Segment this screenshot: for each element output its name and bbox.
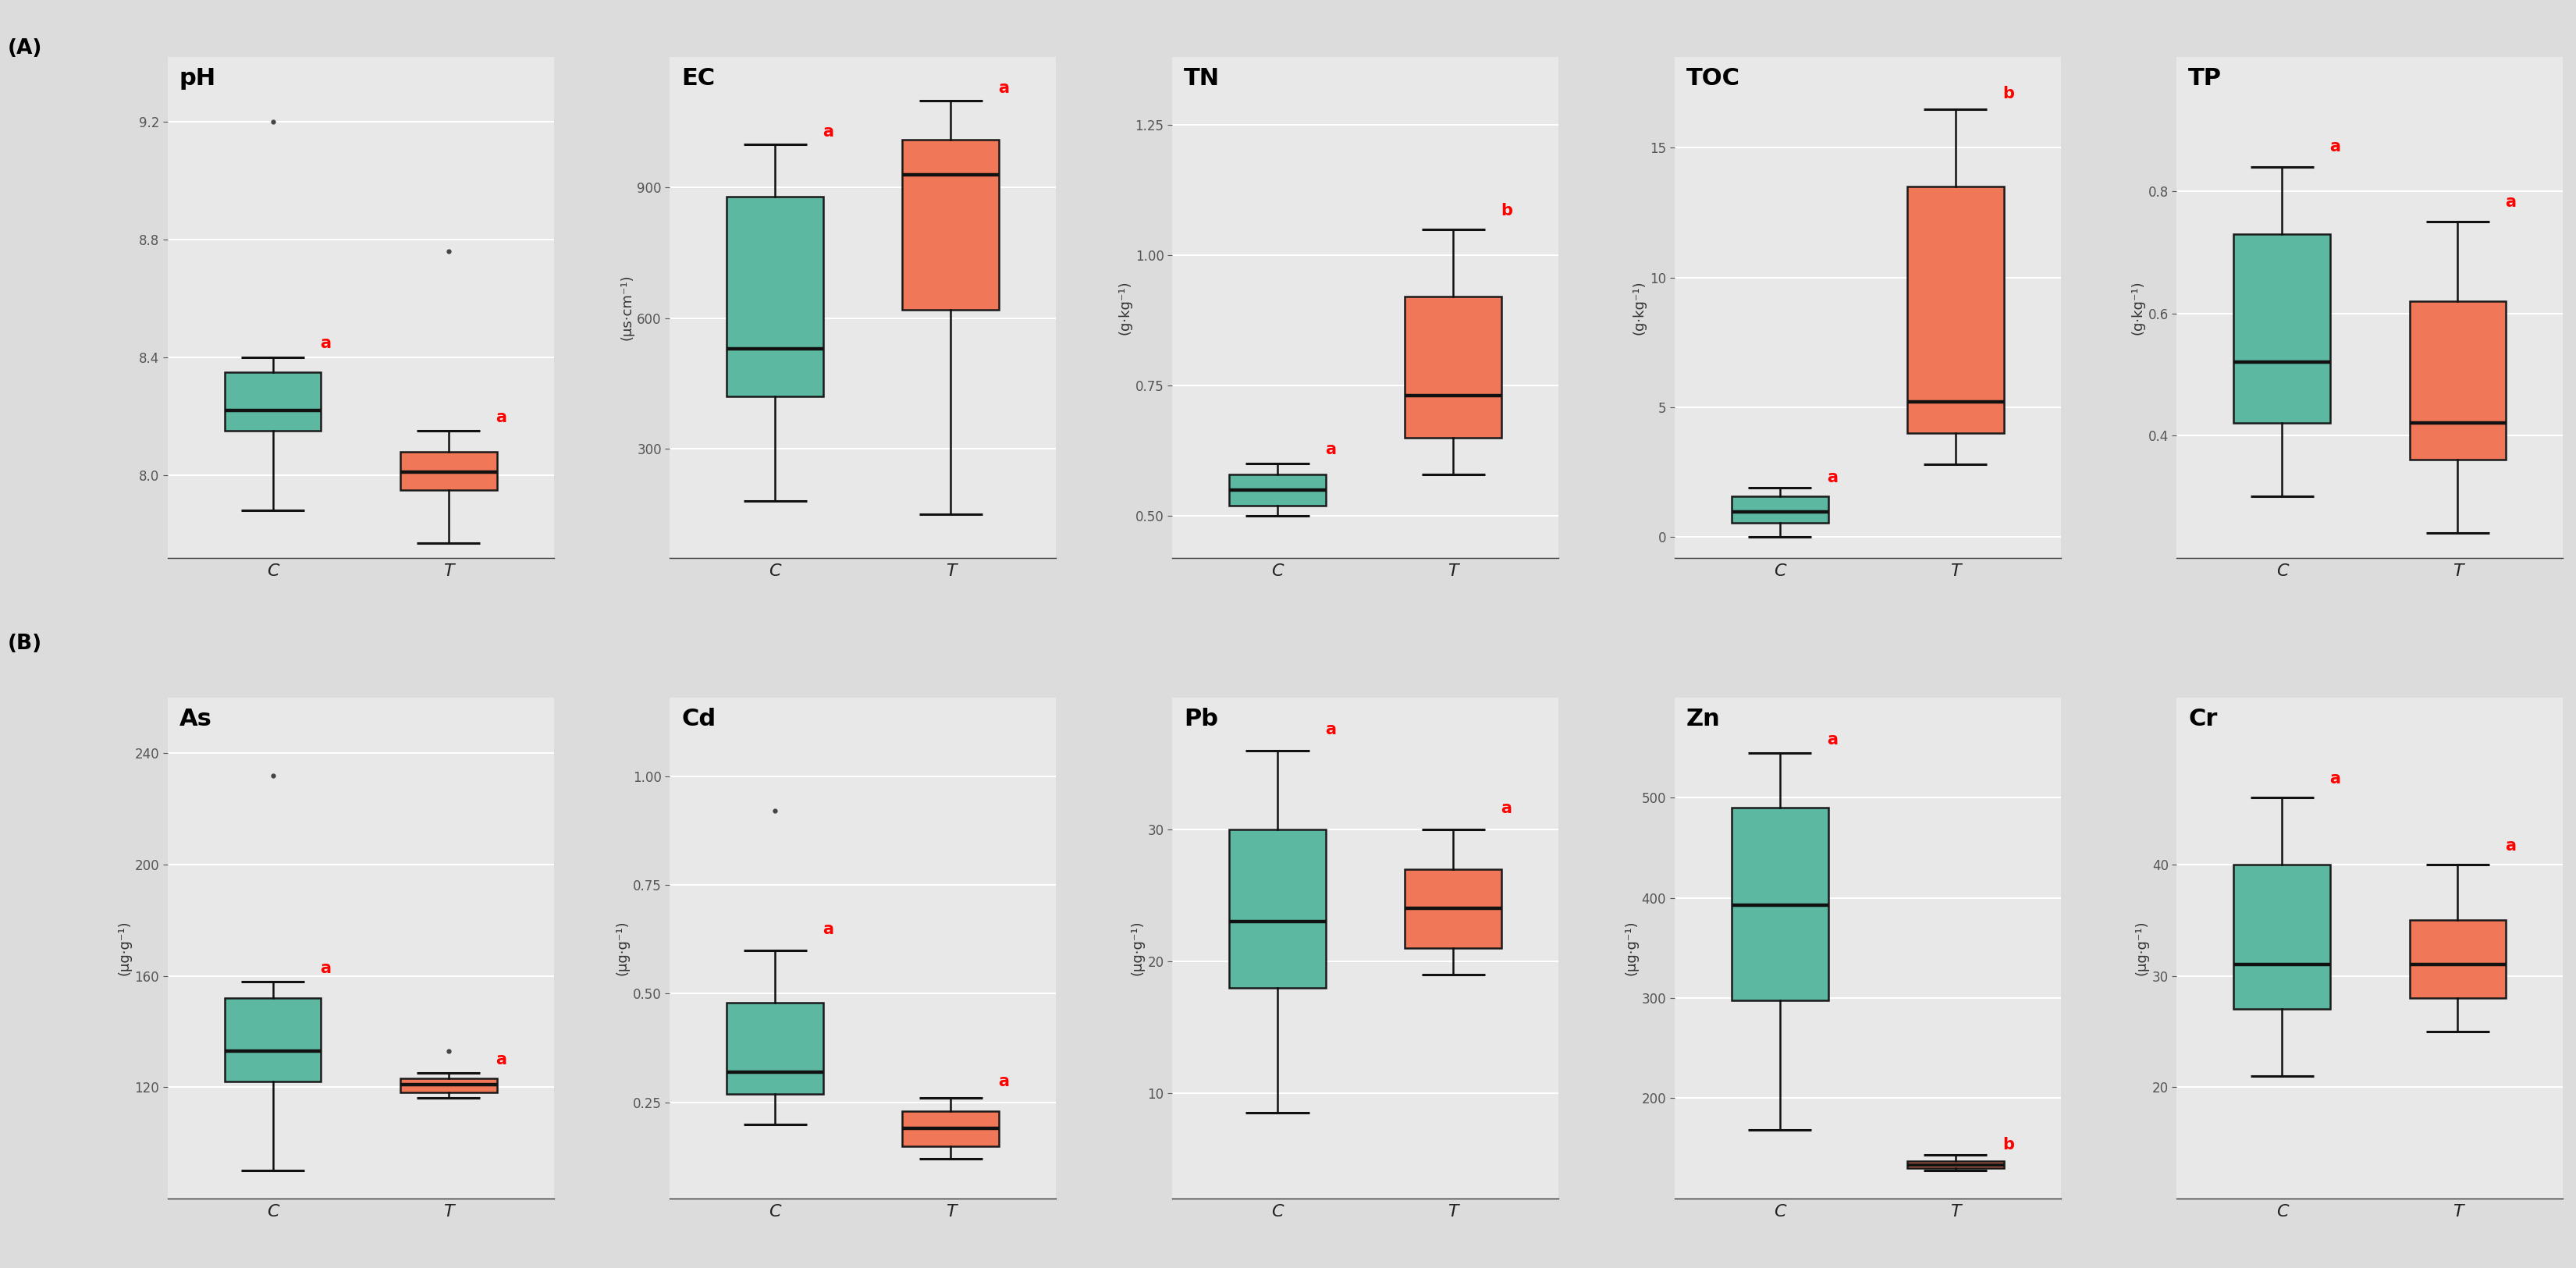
Bar — [2409, 921, 2506, 998]
Text: pH: pH — [180, 67, 216, 90]
Y-axis label: (μs·cm⁻¹): (μs·cm⁻¹) — [621, 274, 634, 340]
Bar — [1229, 829, 1327, 988]
Text: a: a — [1826, 732, 1839, 748]
Y-axis label: (μg·g⁻¹): (μg·g⁻¹) — [1625, 921, 1638, 975]
Text: Pb: Pb — [1182, 708, 1218, 730]
Text: (B): (B) — [8, 634, 41, 654]
Bar — [2233, 235, 2331, 424]
Text: a: a — [495, 410, 507, 425]
Text: Cr: Cr — [2187, 708, 2218, 730]
Text: As: As — [180, 708, 211, 730]
Text: TOC: TOC — [1685, 67, 1739, 90]
Bar — [224, 998, 322, 1082]
Bar — [1906, 1161, 2004, 1168]
Bar — [726, 1003, 824, 1094]
Bar — [2409, 302, 2506, 460]
Bar — [1731, 497, 1829, 522]
Bar — [1229, 474, 1327, 506]
Bar — [224, 372, 322, 431]
Y-axis label: (μg·g⁻¹): (μg·g⁻¹) — [2136, 921, 2148, 975]
Text: a: a — [2329, 139, 2342, 155]
Bar — [902, 139, 999, 309]
Text: TN: TN — [1182, 67, 1218, 90]
Text: (A): (A) — [8, 38, 41, 58]
Text: b: b — [2004, 1136, 2014, 1153]
Text: b: b — [1499, 203, 1512, 218]
Text: a: a — [319, 960, 332, 976]
Text: a: a — [2506, 838, 2517, 853]
Y-axis label: (g·kg⁻¹): (g·kg⁻¹) — [1633, 280, 1646, 335]
Text: TP: TP — [2187, 67, 2223, 90]
Text: a: a — [495, 1052, 507, 1068]
Text: a: a — [1324, 441, 1337, 458]
Text: a: a — [1826, 470, 1839, 486]
Bar — [1404, 297, 1502, 437]
Bar — [1906, 186, 2004, 434]
Text: a: a — [1499, 800, 1512, 817]
Bar — [1731, 808, 1829, 1000]
Bar — [399, 1079, 497, 1093]
Text: a: a — [1324, 721, 1337, 737]
Text: a: a — [2506, 194, 2517, 209]
Text: a: a — [997, 1074, 1010, 1089]
Text: Cd: Cd — [680, 708, 716, 730]
Bar — [2233, 865, 2331, 1009]
Y-axis label: (μg·g⁻¹): (μg·g⁻¹) — [616, 921, 629, 975]
Text: a: a — [2329, 771, 2342, 786]
Y-axis label: (g·kg⁻¹): (g·kg⁻¹) — [1118, 280, 1131, 335]
Bar — [902, 1111, 999, 1146]
Text: a: a — [997, 81, 1010, 96]
Bar — [726, 197, 824, 397]
Bar — [1404, 869, 1502, 948]
Bar — [399, 451, 497, 489]
Text: Zn: Zn — [1685, 708, 1721, 730]
Text: a: a — [822, 922, 835, 937]
Y-axis label: (μg·g⁻¹): (μg·g⁻¹) — [118, 921, 131, 975]
Y-axis label: (g·kg⁻¹): (g·kg⁻¹) — [2130, 280, 2146, 335]
Text: b: b — [2004, 85, 2014, 101]
Text: EC: EC — [680, 67, 716, 90]
Text: a: a — [822, 124, 835, 139]
Text: a: a — [319, 336, 332, 351]
Y-axis label: (μg·g⁻¹): (μg·g⁻¹) — [1131, 921, 1144, 975]
